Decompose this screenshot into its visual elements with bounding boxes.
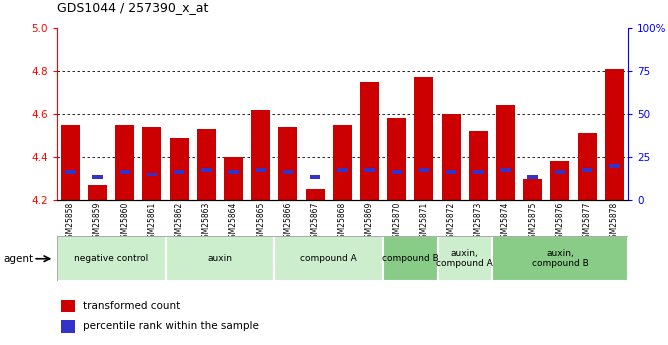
Bar — [197, 129, 216, 200]
Bar — [550, 161, 569, 200]
Bar — [492, 236, 628, 281]
Text: auxin: auxin — [208, 254, 232, 263]
Bar — [279, 127, 297, 200]
Bar — [442, 114, 461, 200]
Bar — [438, 236, 492, 281]
Bar — [383, 236, 438, 281]
Text: auxin,
compound A: auxin, compound A — [436, 249, 493, 268]
Bar — [166, 236, 275, 281]
Bar — [283, 170, 293, 174]
Text: agent: agent — [3, 254, 33, 264]
Bar — [578, 133, 597, 200]
Bar — [275, 236, 383, 281]
Bar — [414, 77, 434, 200]
Bar — [142, 127, 162, 200]
Bar — [337, 168, 347, 172]
Bar — [500, 168, 511, 172]
Bar — [116, 125, 134, 200]
Bar — [419, 168, 429, 172]
Bar — [364, 168, 375, 172]
Text: negative control: negative control — [74, 254, 148, 263]
Bar — [61, 125, 80, 200]
Bar — [61, 299, 75, 312]
Text: compound B: compound B — [382, 254, 439, 263]
Bar — [333, 125, 352, 200]
Bar — [387, 118, 406, 200]
Bar — [523, 179, 542, 200]
Bar — [609, 164, 619, 168]
Bar — [201, 168, 212, 172]
Bar — [256, 168, 266, 172]
Bar — [170, 138, 188, 200]
Text: transformed count: transformed count — [84, 301, 180, 311]
Bar — [310, 175, 321, 179]
Bar — [228, 170, 238, 174]
Bar — [582, 168, 593, 172]
Bar — [65, 170, 75, 174]
Bar — [469, 131, 488, 200]
Bar — [554, 170, 565, 174]
Text: auxin,
compound B: auxin, compound B — [532, 249, 589, 268]
Bar — [147, 172, 157, 176]
Bar — [446, 170, 456, 174]
Bar — [57, 236, 166, 281]
Text: GDS1044 / 257390_x_at: GDS1044 / 257390_x_at — [57, 1, 208, 14]
Bar — [496, 105, 515, 200]
Bar — [605, 69, 624, 200]
Text: compound A: compound A — [301, 254, 357, 263]
Bar — [528, 175, 538, 179]
Bar — [391, 170, 402, 174]
Bar — [88, 185, 107, 200]
Bar — [251, 110, 271, 200]
Bar — [224, 157, 243, 200]
Bar — [92, 175, 103, 179]
Text: percentile rank within the sample: percentile rank within the sample — [84, 322, 259, 332]
Bar — [306, 189, 325, 200]
Bar — [120, 170, 130, 174]
Bar — [360, 81, 379, 200]
Bar — [174, 170, 184, 174]
Bar — [473, 170, 484, 174]
Bar — [61, 320, 75, 333]
